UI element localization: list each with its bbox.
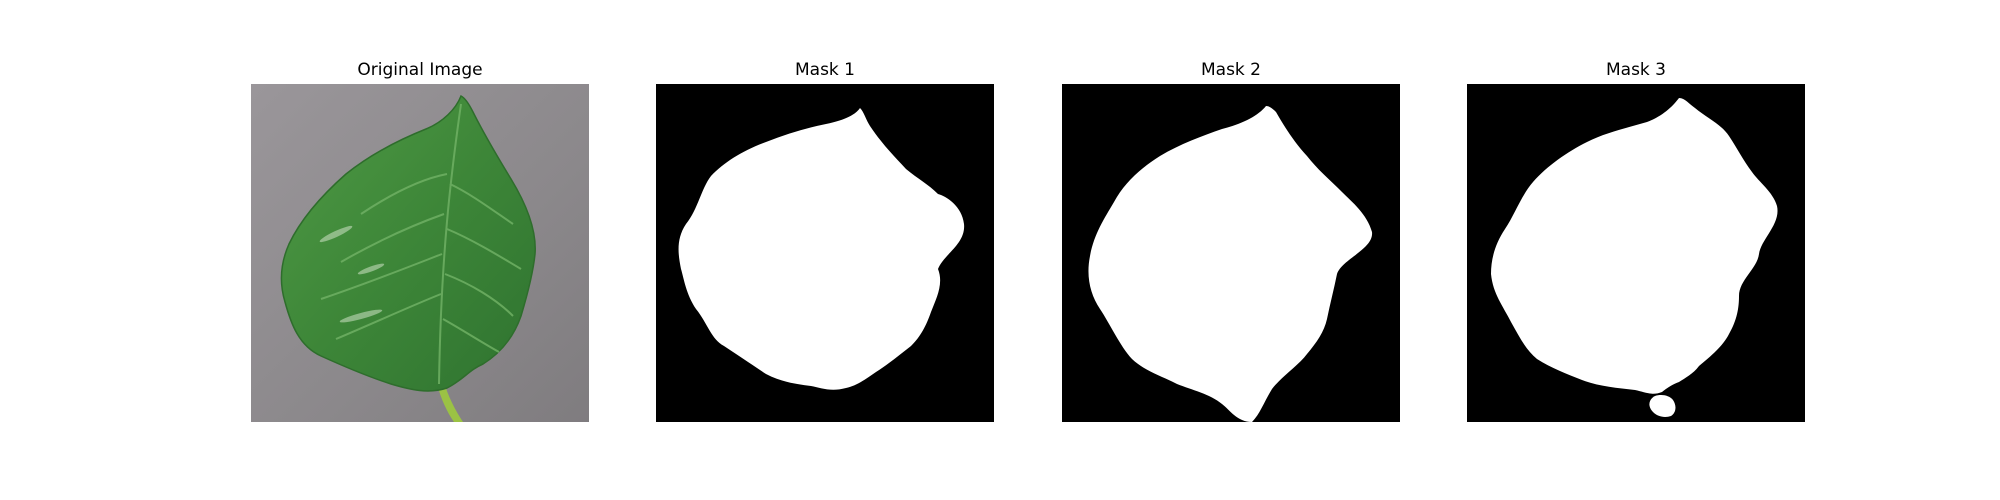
mask-1-image: [656, 84, 994, 422]
panel-title: Mask 3: [1605, 60, 1666, 80]
panel-title: Mask 1: [794, 60, 855, 80]
leaf-stem: [437, 382, 463, 422]
panel-title: Mask 2: [1200, 60, 1261, 80]
original-leaf-image: [251, 84, 589, 422]
mask-3: [1467, 84, 1805, 422]
panel-title: Original Image: [357, 60, 483, 80]
mask-region: [1491, 98, 1778, 394]
mask-3-image: [1467, 84, 1805, 422]
panel-mask-3: Mask 3: [1467, 58, 1805, 422]
mask-region-fragment: [1649, 395, 1676, 417]
panel-original-image: Original Image: [251, 58, 589, 422]
panel-mask-2: Mask 2: [1062, 58, 1400, 422]
leaf-highlights: [319, 225, 385, 323]
mask-2-image: [1062, 84, 1400, 422]
leaf-veins: [320, 103, 522, 385]
panel-mask-1: Mask 1: [656, 58, 994, 422]
mask-1: [656, 84, 994, 422]
mask-region: [1088, 106, 1373, 422]
leaf-blade: [280, 94, 536, 392]
leaf-photo: [251, 84, 589, 422]
mask-2: [1062, 84, 1400, 422]
mask-region: [678, 108, 965, 390]
